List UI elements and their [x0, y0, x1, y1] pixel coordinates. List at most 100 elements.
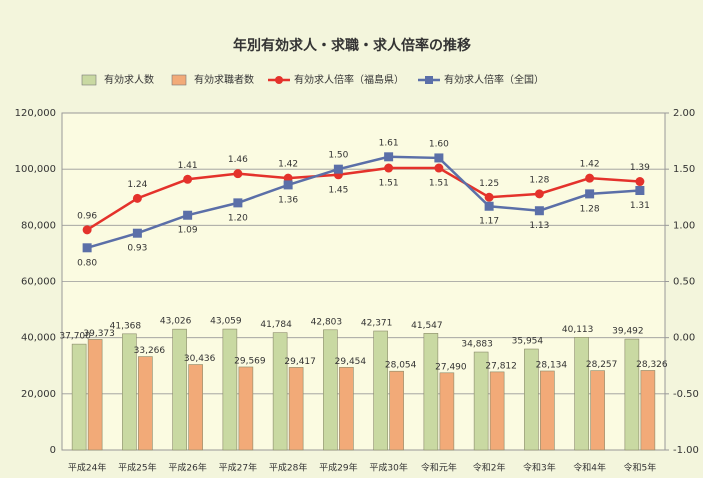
bar-value-label: 27,812	[485, 361, 517, 371]
bar-value-label: 34,883	[461, 340, 493, 350]
line-marker	[534, 189, 544, 199]
x-tick-label: 平成25年	[118, 462, 156, 474]
bar	[138, 356, 153, 451]
x-tick-label: 令和元年	[421, 462, 457, 474]
line-marker	[132, 193, 142, 203]
legend-swatch	[275, 76, 283, 84]
bar-value-label: 43,026	[160, 317, 192, 327]
bar	[590, 370, 605, 451]
x-tick-label: 平成27年	[219, 462, 257, 474]
line-value-label: 1.25	[479, 179, 499, 189]
line-value-label: 1.24	[127, 180, 147, 190]
bar-value-label: 42,371	[361, 319, 393, 329]
line-marker	[233, 169, 243, 179]
line-value-label: 1.51	[379, 179, 399, 189]
y-tick-label: 20,000	[21, 389, 56, 400]
y2-tick-label: 2.00	[673, 108, 695, 119]
x-tick-label: 令和5年	[624, 462, 657, 474]
bar	[624, 338, 640, 451]
bar-value-label: 41,368	[110, 321, 142, 331]
y2-tick-label: 0.50	[673, 277, 695, 288]
line	[86, 155, 640, 250]
bar-value-label: 41,784	[260, 320, 292, 330]
bar-value-label: 28,326	[636, 360, 668, 370]
y-tick-label: 0	[50, 445, 56, 456]
line-value-label: 1.41	[178, 161, 198, 171]
line-value-label: 1.45	[328, 185, 348, 195]
y-tick-label: 40,000	[21, 333, 56, 344]
bar	[489, 371, 505, 451]
x-tick-label: 令和4年	[573, 462, 606, 474]
bar	[574, 337, 589, 451]
line-value-label: 1.60	[429, 139, 449, 149]
bar	[373, 330, 388, 451]
bar	[172, 328, 187, 451]
y2-tick-label: 1.00	[673, 220, 695, 231]
line-marker	[183, 174, 193, 184]
line-marker	[132, 228, 142, 238]
bar-value-label: 37,700	[59, 332, 91, 342]
y-tick-label: 100,000	[15, 164, 56, 175]
bar-value-label: 30,436	[184, 354, 216, 364]
line-marker	[283, 180, 293, 190]
y-tick-label: 80,000	[21, 220, 56, 231]
bar-value-label: 27,490	[435, 362, 467, 372]
bar	[238, 366, 254, 451]
line-value-label: 1.31	[630, 201, 650, 211]
bar-value-label: 28,054	[385, 361, 417, 371]
bar	[71, 343, 87, 451]
x-tick-label: 令和2年	[473, 462, 506, 474]
x-tick-label: 平成30年	[369, 462, 407, 474]
line-marker	[434, 163, 444, 173]
bar-value-label: 43,059	[210, 317, 242, 327]
legend-swatch	[81, 74, 97, 86]
legend-swatch	[425, 76, 433, 84]
bar	[222, 328, 238, 451]
bar	[87, 339, 103, 451]
line-value-label: 1.17	[479, 217, 499, 227]
line-value-label: 1.09	[178, 226, 198, 236]
line-marker	[434, 153, 444, 163]
line-marker	[183, 210, 193, 220]
line-marker	[384, 152, 394, 162]
line-marker	[635, 186, 645, 196]
x-tick-label: 平成24年	[68, 462, 106, 474]
line-value-label: 1.13	[529, 221, 549, 231]
line	[86, 166, 640, 231]
bar-value-label: 28,134	[536, 360, 568, 370]
y2-tick-label: -0.50	[673, 389, 699, 400]
line-value-label: 0.93	[127, 244, 147, 254]
legend-swatch	[171, 74, 187, 86]
legend-label: 有効求人数	[104, 73, 154, 86]
y2-tick-label: 1.50	[673, 164, 695, 175]
line-marker	[484, 192, 494, 202]
bar	[439, 372, 455, 451]
line-marker	[635, 177, 645, 187]
bar-value-label: 39,373	[83, 329, 115, 339]
bar	[423, 333, 439, 451]
line-marker	[82, 243, 92, 253]
bar	[540, 370, 555, 451]
chart-title: 年別有効求人・求職・求人倍率の推移	[233, 37, 471, 54]
y2-tick-label: 0.00	[673, 333, 695, 344]
line-marker	[333, 164, 343, 174]
bar	[339, 366, 354, 451]
legend-label: 有効求人倍率（全国）	[444, 73, 544, 86]
line-value-label: 1.42	[580, 160, 600, 170]
x-tick-label: 平成28年	[269, 462, 307, 474]
bar-value-label: 39,492	[612, 327, 644, 337]
bar	[122, 333, 137, 451]
bar	[323, 329, 338, 451]
bar-value-label: 29,417	[284, 357, 316, 367]
line-marker	[384, 163, 394, 173]
bar	[640, 370, 656, 451]
x-tick-label: 令和3年	[523, 462, 556, 474]
bar-value-label: 29,454	[335, 357, 367, 367]
x-tick-label: 平成29年	[319, 462, 357, 474]
y-tick-label: 60,000	[21, 277, 56, 288]
bar	[524, 348, 539, 451]
line-value-label: 1.46	[228, 155, 248, 165]
line-marker	[585, 189, 595, 199]
line-marker	[82, 225, 92, 235]
